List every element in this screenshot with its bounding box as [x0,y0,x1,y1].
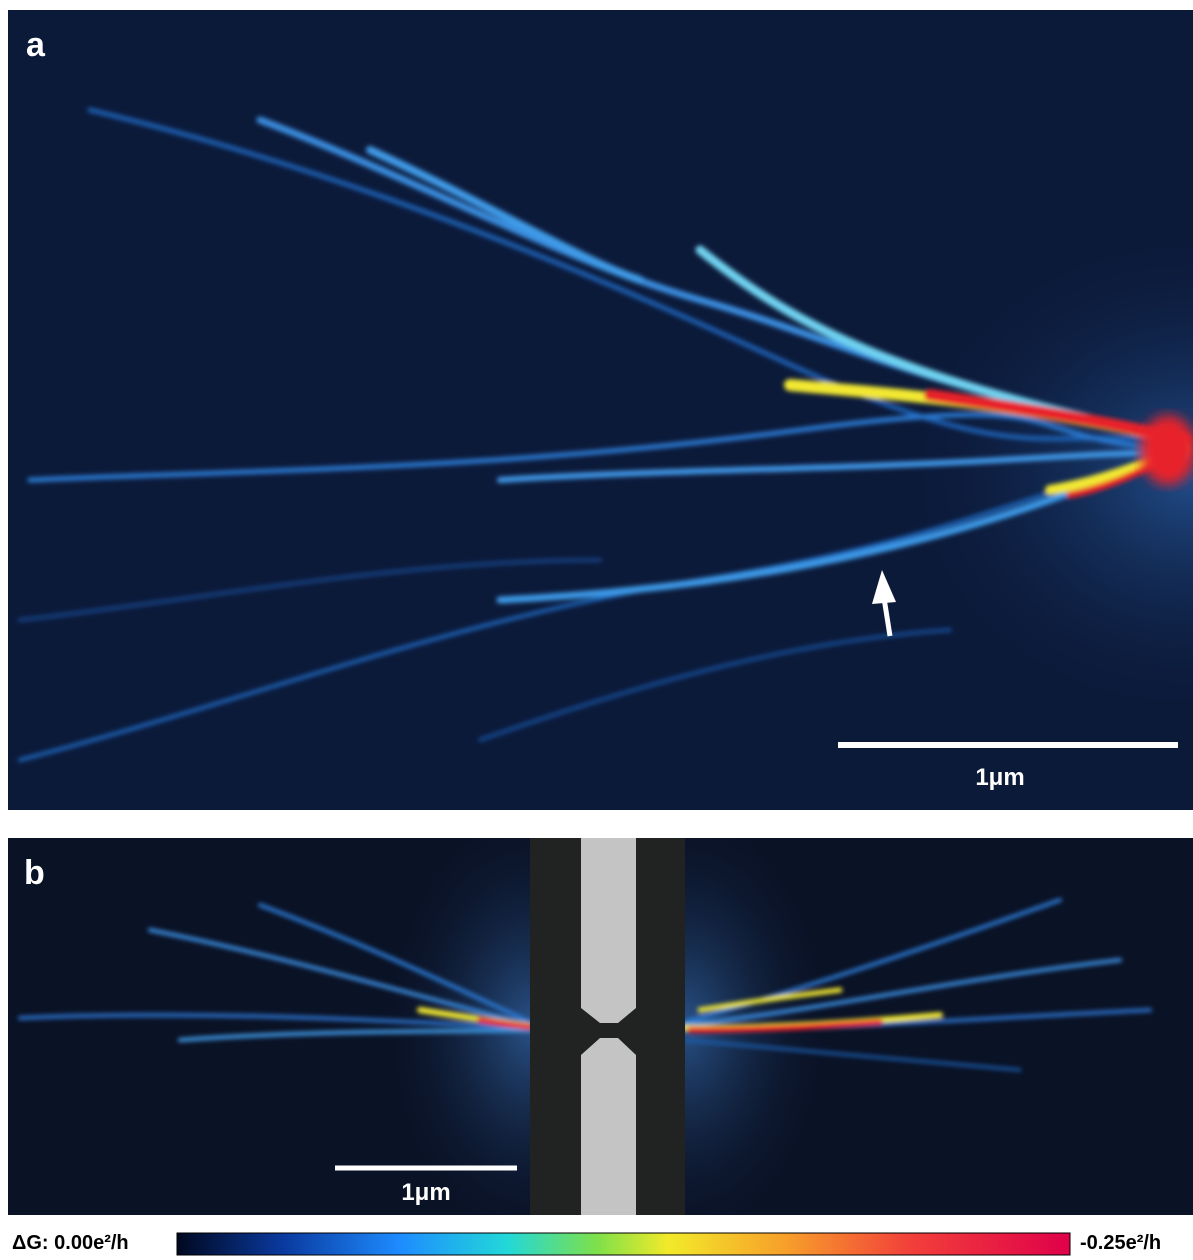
figure: 1μm a 1μm b ΔG: 0.00e²/h [0,0,1193,1260]
panel-a: 1μm a [8,10,1193,810]
colorbar-max-label: -0.25e²/h [1080,1232,1161,1254]
panel-label: b [24,854,45,892]
colorbar-min-label: ΔG: 0.00e²/h [12,1232,129,1254]
scale-bar-label: 1μm [401,1179,450,1206]
colorbar-gradient [177,1233,1070,1255]
scale-bar-label: 1μm [975,764,1024,791]
halo [600,200,1193,700]
colorbar: ΔG: 0.00e²/h -0.25e²/h [12,1232,1161,1255]
contact-lower [581,1038,636,1215]
panel-label: a [26,26,46,64]
panel-b: 1μm b [8,838,1193,1215]
contact-upper [581,838,636,1023]
page: 1μm a 1μm b ΔG: 0.00e²/h [0,0,1193,1260]
